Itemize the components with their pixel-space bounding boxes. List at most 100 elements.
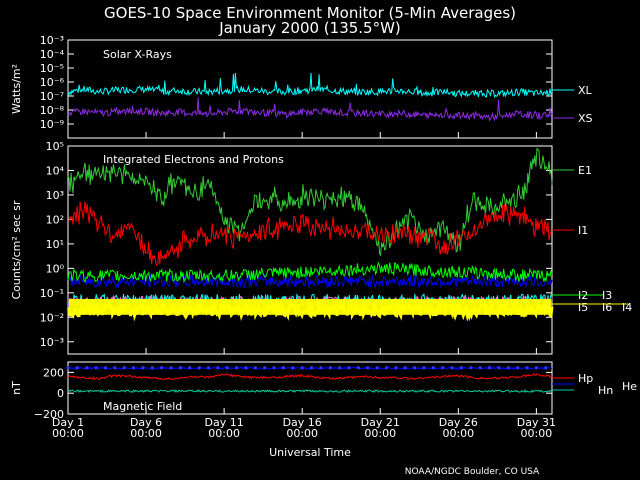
series-marker-he: [75, 366, 79, 370]
series-line-i1: [67, 201, 553, 267]
y-tick-label: 0: [57, 387, 64, 400]
y-tick-label: 10⁴: [46, 164, 65, 177]
mag-series: [66, 366, 553, 394]
y-tick-label: −200: [34, 408, 64, 421]
series-marker-he: [94, 366, 98, 370]
series-marker-he: [375, 366, 379, 370]
credit-text: NOAA/NGDC Boulder, CO USA: [405, 467, 540, 477]
series-line-xl: [67, 72, 553, 99]
series-marker-he: [525, 366, 529, 370]
series-marker-he: [413, 366, 417, 370]
series-line-e1: [67, 147, 553, 257]
series-marker-he: [263, 366, 267, 370]
series-band-i4: [69, 298, 551, 315]
y-tick-label: 10⁵: [46, 140, 64, 153]
x-tick-day: Day 26: [439, 416, 478, 429]
legend-label-i4: I4: [622, 301, 632, 314]
y-tick-label: 10⁻⁹: [40, 118, 64, 131]
xray-panel-frame: [67, 39, 553, 139]
legend-label-i1: I1: [578, 224, 588, 237]
y-tick-label: 10⁻⁷: [40, 90, 64, 103]
series-line-hn: [67, 389, 553, 394]
mag-panel-frame: [67, 361, 553, 415]
y-tick-label: 10⁻³: [40, 336, 64, 349]
series-marker-he: [160, 366, 164, 370]
series-marker-he: [206, 366, 211, 370]
series-marker-he: [478, 366, 482, 370]
series-marker-he: [441, 366, 445, 370]
legend-label-e1: E1: [578, 164, 592, 177]
series-marker-he: [356, 366, 360, 370]
series-marker-he: [300, 366, 304, 370]
legend-label-i6: I6: [602, 301, 612, 314]
series-marker-he: [188, 366, 192, 370]
legend-label-i5: I5: [578, 301, 588, 314]
series-marker-he: [394, 366, 398, 370]
series-marker-he: [487, 366, 492, 370]
series-marker-he: [338, 366, 342, 370]
legend-label-xs: XS: [578, 112, 593, 125]
series-line-i3: [67, 261, 553, 284]
series-marker-he: [319, 366, 323, 370]
series-marker-he: [235, 366, 239, 370]
x-tick-time: 00:00: [130, 427, 162, 440]
mag-panel-title: Magnetic Field: [103, 400, 182, 413]
series-marker-he: [450, 366, 454, 370]
chart-title-line1: GOES-10 Space Environment Monitor (5-Min…: [104, 4, 516, 22]
legend-label-he: He: [622, 380, 637, 393]
series-marker-he: [534, 366, 538, 370]
series-marker-he: [281, 366, 286, 370]
series-marker-he: [122, 366, 126, 370]
series-marker-he: [169, 366, 173, 370]
series-marker-he: [516, 366, 520, 370]
series-marker-he: [113, 366, 117, 370]
series-marker-he: [197, 366, 201, 370]
y-tick-label: 10³: [46, 189, 64, 202]
series-marker-he: [244, 366, 248, 370]
y-tick-label: 10⁰: [46, 262, 65, 275]
x-tick-time: 00:00: [286, 427, 318, 440]
series-marker-he: [131, 366, 136, 370]
legend-label-hp: Hp: [578, 372, 593, 385]
series-marker-he: [422, 366, 426, 370]
x-tick-time: 00:00: [364, 427, 396, 440]
legend-label-hn: Hn: [598, 384, 613, 397]
x-tick-time: 00:00: [208, 427, 240, 440]
legend-label-xl: XL: [578, 84, 593, 97]
xray-panel-title: Solar X-Rays: [103, 48, 172, 61]
series-marker-he: [150, 366, 154, 370]
y-tick-label: 10⁻⁴: [40, 48, 65, 61]
series-marker-he: [403, 366, 407, 370]
series-marker-he: [103, 366, 108, 370]
series-marker-he: [497, 366, 501, 370]
x-tick-day: Day 31: [517, 416, 556, 429]
particle-panel-frame: [67, 145, 553, 355]
y-tick-label: 10²: [46, 213, 64, 226]
chart-title-line2: January 2000 (135.5°W): [218, 19, 401, 37]
series-marker-he: [431, 366, 435, 370]
x-tick-time: 00:00: [442, 427, 474, 440]
series-marker-he: [506, 366, 510, 370]
xray-series: [67, 72, 553, 122]
series-marker-he: [347, 366, 351, 370]
y-tick-label: 10⁻⁵: [40, 62, 64, 75]
y-axis-ticks: 10⁻³10⁻⁴10⁻⁵10⁻⁶10⁻⁷10⁻⁸10⁻⁹10⁵10⁴10³10²…: [34, 34, 552, 421]
series-marker-he: [366, 366, 370, 370]
series-marker-he: [469, 366, 473, 370]
series-line-xs: [67, 97, 553, 122]
y-tick-label: 10⁻²: [40, 311, 64, 324]
y-tick-label: 10⁻⁶: [40, 76, 65, 89]
x-tick-day: Day 1: [52, 416, 84, 429]
legend-label-i3: I3: [602, 289, 612, 302]
y-tick-label: 200: [43, 366, 64, 379]
x-tick-time: 00:00: [521, 427, 553, 440]
series-marker-he: [66, 366, 70, 370]
series-marker-he: [141, 366, 145, 370]
particle-series: [66, 147, 554, 322]
series-line-hp: [67, 373, 553, 381]
x-tick-day: Day 6: [130, 416, 162, 429]
x-tick-day: Day 11: [205, 416, 244, 429]
particle-ylabel: Counts/cm² sec sr: [10, 200, 23, 300]
